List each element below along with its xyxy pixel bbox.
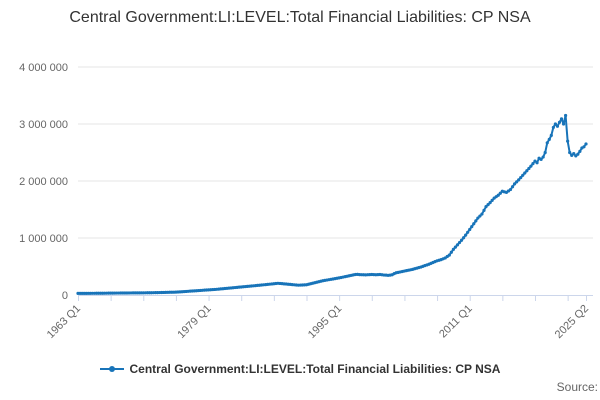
chart-title: Central Government:LI:LEVEL:Total Financ…: [69, 9, 531, 26]
y-axis-tick-label: 3 000 000: [19, 119, 68, 131]
series-point-marker[interactable]: [480, 212, 484, 216]
legend-label[interactable]: Central Government:LI:LEVEL:Total Financ…: [129, 362, 501, 376]
series-point-marker[interactable]: [535, 161, 539, 165]
series-point-marker[interactable]: [564, 113, 568, 118]
series-point-marker[interactable]: [496, 193, 500, 197]
series-point-marker[interactable]: [478, 214, 482, 218]
series-point-marker[interactable]: [468, 227, 472, 232]
legend-line-marker-icon: [99, 365, 124, 374]
series-point-marker[interactable]: [531, 162, 535, 166]
series-point-marker[interactable]: [459, 238, 464, 242]
series-point-marker[interactable]: [519, 175, 523, 180]
x-axis-tick-label: 2025 Q2: [553, 303, 591, 341]
series-point-marker[interactable]: [482, 208, 486, 212]
series-point-marker[interactable]: [474, 219, 478, 223]
x-axis-tick-label: 1979 Q1: [175, 303, 213, 341]
legend-dot-icon: [108, 366, 115, 372]
series-point-marker[interactable]: [449, 250, 453, 254]
y-axis-tick-label: 0: [62, 290, 68, 302]
series-point-marker[interactable]: [525, 169, 529, 173]
series-point-marker[interactable]: [559, 117, 564, 121]
series-point-marker[interactable]: [529, 164, 533, 168]
series-point-marker[interactable]: [557, 120, 562, 124]
series-point-marker[interactable]: [555, 124, 560, 128]
x-axis-tick-label: 2011 Q1: [437, 303, 475, 341]
series-point-marker[interactable]: [472, 222, 476, 226]
series-point-marker[interactable]: [453, 245, 458, 249]
series-point-marker[interactable]: [523, 171, 527, 175]
series-point-marker[interactable]: [584, 142, 588, 146]
series-point-marker[interactable]: [576, 152, 580, 156]
series-point-marker[interactable]: [466, 230, 470, 234]
series-point-marker[interactable]: [476, 216, 480, 220]
series-point-marker[interactable]: [572, 152, 576, 156]
series-point-marker[interactable]: [486, 203, 490, 207]
series-point-marker[interactable]: [451, 247, 455, 251]
series-point-marker[interactable]: [510, 185, 515, 189]
series-point-marker[interactable]: [553, 122, 558, 126]
series-point-marker[interactable]: [498, 191, 502, 195]
series-point-marker[interactable]: [549, 133, 553, 137]
y-axis-tick-label: 1 000 000: [19, 233, 68, 245]
series-point-marker[interactable]: [447, 253, 451, 257]
series-point-marker[interactable]: [568, 150, 572, 155]
series-point-marker[interactable]: [464, 233, 468, 237]
series-point-marker[interactable]: [521, 173, 525, 177]
x-axis-tick-label: 1995 Q1: [306, 303, 344, 341]
series-point-marker[interactable]: [488, 201, 492, 205]
series-point-marker[interactable]: [545, 141, 549, 145]
series-point-marker[interactable]: [455, 243, 460, 247]
series-point-marker[interactable]: [484, 205, 488, 209]
series-point-marker[interactable]: [561, 122, 566, 126]
y-axis-tick-label: 2 000 000: [19, 176, 68, 188]
series-point-marker[interactable]: [539, 157, 543, 161]
series-point-marker[interactable]: [461, 236, 466, 240]
series-point-marker[interactable]: [578, 149, 582, 153]
series-point-marker[interactable]: [566, 139, 570, 143]
source-label: Source:: [556, 380, 598, 394]
series-point-marker[interactable]: [457, 240, 462, 245]
y-axis-tick-label: 4 000 000: [19, 62, 68, 74]
series-point-marker[interactable]: [551, 125, 555, 130]
series-point-marker[interactable]: [543, 150, 547, 155]
series-line[interactable]: [77, 114, 587, 295]
series-point-marker[interactable]: [515, 180, 519, 184]
series-point-marker[interactable]: [512, 182, 517, 186]
series-point-marker[interactable]: [490, 198, 494, 202]
legend[interactable]: Central Government:LI:LEVEL:Total Financ…: [0, 362, 600, 376]
x-axis-tick-label: 1963 Q1: [45, 303, 83, 341]
series-point-marker[interactable]: [470, 225, 474, 229]
series-point-marker[interactable]: [517, 178, 521, 182]
series-point-marker[interactable]: [527, 166, 531, 171]
series-point-marker[interactable]: [541, 155, 545, 159]
series-point-marker[interactable]: [582, 145, 586, 149]
series-point-marker[interactable]: [508, 187, 513, 192]
series-point-marker[interactable]: [547, 137, 551, 141]
